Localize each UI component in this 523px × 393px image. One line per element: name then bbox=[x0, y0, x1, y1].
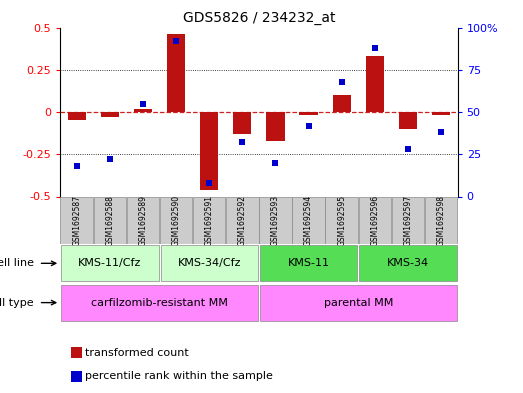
Text: KMS-11/Cfz: KMS-11/Cfz bbox=[78, 258, 142, 268]
Text: cell type: cell type bbox=[0, 298, 33, 308]
Text: GSM1692592: GSM1692592 bbox=[238, 195, 247, 246]
Bar bbox=[399, 112, 417, 129]
Point bbox=[271, 160, 280, 166]
Bar bbox=[366, 56, 384, 112]
Text: percentile rank within the sample: percentile rank within the sample bbox=[85, 371, 273, 382]
Bar bbox=[226, 196, 258, 244]
Point bbox=[337, 79, 346, 85]
Text: carfilzomib-resistant MM: carfilzomib-resistant MM bbox=[91, 298, 228, 308]
Bar bbox=[67, 112, 86, 120]
Text: GSM1692593: GSM1692593 bbox=[271, 195, 280, 246]
Text: GSM1692588: GSM1692588 bbox=[105, 195, 115, 246]
Text: GSM1692598: GSM1692598 bbox=[437, 195, 446, 246]
Bar bbox=[193, 196, 225, 244]
Bar bbox=[101, 112, 119, 117]
Point bbox=[139, 100, 147, 107]
Point bbox=[205, 180, 213, 186]
Bar bbox=[61, 285, 258, 321]
Bar bbox=[127, 196, 159, 244]
Bar bbox=[325, 196, 358, 244]
Text: GSM1692590: GSM1692590 bbox=[172, 195, 180, 246]
Point bbox=[437, 129, 445, 136]
Text: GSM1692595: GSM1692595 bbox=[337, 195, 346, 246]
Point bbox=[404, 146, 412, 152]
Point bbox=[238, 139, 246, 145]
Bar bbox=[233, 112, 252, 134]
Text: KMS-34: KMS-34 bbox=[387, 258, 429, 268]
Text: cell line: cell line bbox=[0, 258, 33, 268]
Bar bbox=[259, 196, 292, 244]
Text: GSM1692596: GSM1692596 bbox=[370, 195, 379, 246]
Text: GSM1692594: GSM1692594 bbox=[304, 195, 313, 246]
Text: GSM1692597: GSM1692597 bbox=[403, 195, 413, 246]
Bar bbox=[432, 112, 450, 116]
Text: KMS-34/Cfz: KMS-34/Cfz bbox=[177, 258, 241, 268]
Bar bbox=[200, 112, 218, 190]
Point bbox=[304, 122, 313, 129]
Bar bbox=[160, 196, 192, 244]
Bar bbox=[392, 196, 424, 244]
Bar bbox=[292, 196, 325, 244]
Text: parental MM: parental MM bbox=[324, 298, 393, 308]
Bar bbox=[61, 245, 158, 281]
Bar bbox=[134, 108, 152, 112]
Bar bbox=[260, 285, 457, 321]
Bar bbox=[167, 34, 185, 112]
Text: GSM1692589: GSM1692589 bbox=[139, 195, 147, 246]
Bar bbox=[94, 196, 126, 244]
Bar bbox=[300, 112, 317, 116]
Text: GSM1692587: GSM1692587 bbox=[72, 195, 81, 246]
Point bbox=[106, 156, 114, 162]
Bar bbox=[333, 95, 351, 112]
Point bbox=[73, 163, 81, 169]
Text: GSM1692591: GSM1692591 bbox=[204, 195, 214, 246]
Point bbox=[172, 38, 180, 44]
Bar bbox=[425, 196, 457, 244]
Point bbox=[371, 45, 379, 51]
Bar bbox=[161, 245, 258, 281]
Bar bbox=[266, 112, 285, 141]
Bar bbox=[260, 245, 357, 281]
Bar bbox=[61, 196, 93, 244]
Text: KMS-11: KMS-11 bbox=[288, 258, 329, 268]
Text: transformed count: transformed count bbox=[85, 348, 189, 358]
Title: GDS5826 / 234232_at: GDS5826 / 234232_at bbox=[183, 11, 335, 25]
Bar bbox=[359, 245, 457, 281]
Bar bbox=[359, 196, 391, 244]
